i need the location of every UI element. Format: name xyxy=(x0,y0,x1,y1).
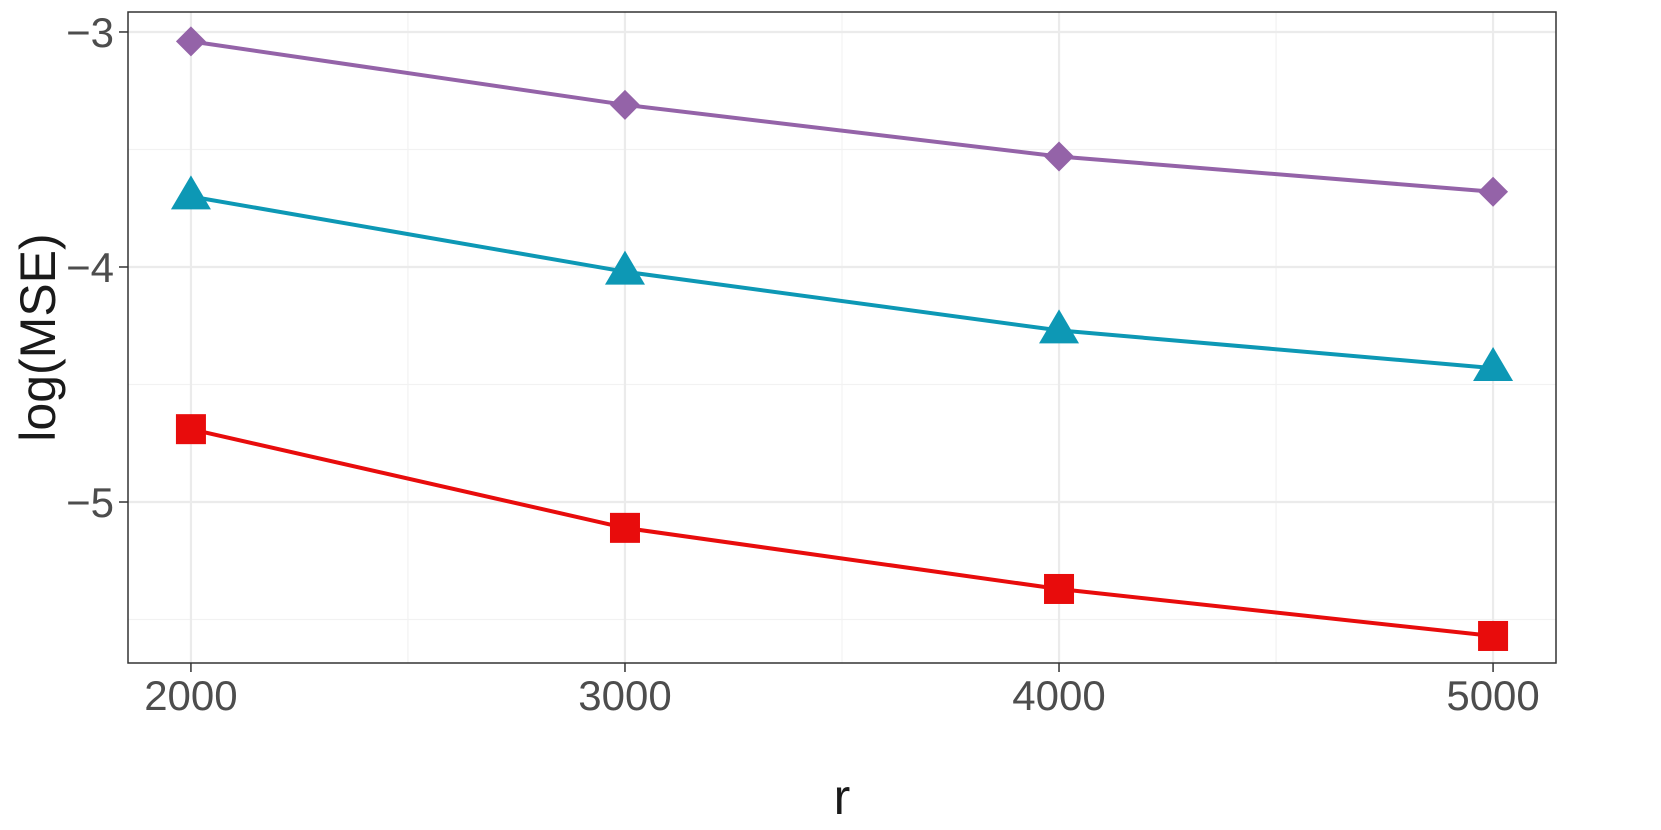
x-axis: 2000 3000 4000 5000 xyxy=(144,663,1540,719)
x-tick-label: 4000 xyxy=(1012,672,1105,719)
data-point-diamond xyxy=(175,26,206,57)
data-point-square xyxy=(609,512,640,543)
y-axis: −3 −4 −5 xyxy=(66,9,128,526)
y-tick-label: −5 xyxy=(66,479,114,526)
data-point-square xyxy=(175,414,206,445)
data-point-square xyxy=(1044,573,1075,604)
data-point-triangle xyxy=(1473,346,1514,381)
x-tick-label: 5000 xyxy=(1446,672,1539,719)
data-point-diamond xyxy=(1478,176,1509,207)
y-tick-label: −3 xyxy=(66,9,114,56)
y-axis-title: log(MSE) xyxy=(10,233,66,441)
series-line-square xyxy=(190,427,1494,638)
series-triangle xyxy=(170,175,1514,381)
series-square xyxy=(175,414,1509,651)
data-point-square xyxy=(1478,620,1509,651)
series-diamond xyxy=(175,26,1509,207)
data-point-triangle xyxy=(170,175,211,210)
series-line-triangle xyxy=(190,194,1494,371)
x-tick-label: 2000 xyxy=(144,672,237,719)
y-tick-label: −4 xyxy=(66,244,114,291)
x-axis-title: r xyxy=(834,769,851,825)
plot-panel-border xyxy=(127,11,1557,664)
data-point-triangle xyxy=(1039,309,1080,344)
series-line-diamond xyxy=(190,39,1494,194)
x-tick-label: 3000 xyxy=(578,672,671,719)
data-point-diamond xyxy=(1044,141,1075,172)
data-point-diamond xyxy=(609,89,640,120)
minor-grid xyxy=(128,12,1556,663)
data-point-triangle xyxy=(604,250,645,285)
series-layer xyxy=(170,26,1514,651)
